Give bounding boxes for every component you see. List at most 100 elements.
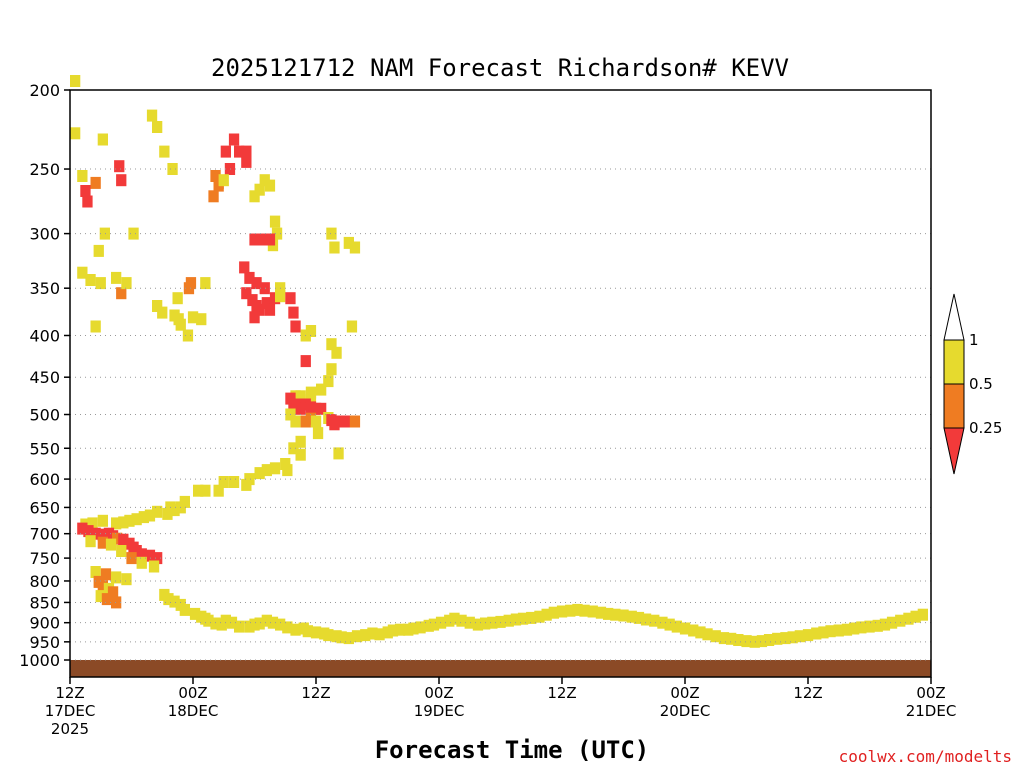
heatmap-cell — [167, 163, 178, 175]
x-tick-label: 17DEC — [45, 702, 96, 720]
heatmap-cell — [679, 622, 691, 635]
heatmap-cell — [275, 618, 286, 631]
heatmap-cell — [275, 290, 286, 303]
heatmap-cell — [264, 179, 276, 192]
heatmap-cell — [169, 595, 180, 608]
heatmap-cell — [97, 514, 108, 527]
heatmap-cell — [640, 613, 652, 626]
heatmap-cell — [218, 174, 229, 187]
heatmap-cell — [152, 505, 163, 518]
heatmap-cell — [200, 277, 211, 290]
heatmap-cell — [480, 617, 491, 630]
heatmap-cell — [403, 623, 414, 636]
heatmap-cell — [280, 458, 291, 470]
heatmap-cell — [257, 233, 268, 246]
heatmap-cell — [312, 427, 324, 440]
heatmap-cell — [290, 415, 301, 428]
heatmap-cell — [572, 603, 583, 616]
heatmap-cell — [300, 415, 311, 428]
y-tick-label: 500 — [29, 406, 60, 425]
x-tick-label: 00Z — [178, 684, 207, 702]
heatmap-cell — [310, 626, 322, 639]
heatmap-cell — [423, 619, 434, 632]
heatmap-cell — [157, 306, 168, 319]
heatmap-cell — [267, 616, 279, 629]
heatmap-cell — [710, 630, 721, 643]
heatmap-cell — [234, 620, 245, 633]
heatmap-cell — [114, 160, 125, 173]
heatmap-cell — [787, 631, 798, 644]
x-axis-label: Forecast Time (UTC) — [375, 736, 650, 764]
heatmap-cell — [346, 320, 358, 333]
heatmap-cell — [138, 511, 149, 524]
heatmap-cell — [688, 624, 699, 637]
heatmap-cell — [241, 155, 252, 168]
heatmap-cell — [702, 628, 713, 641]
heatmap-cell — [111, 271, 122, 284]
heatmap-cell — [97, 528, 108, 541]
heatmap-cell — [316, 402, 327, 415]
y-tick-label: 400 — [29, 326, 60, 345]
heatmap-cell — [290, 320, 301, 333]
heatmap-cell — [408, 622, 419, 635]
heatmap-cell — [85, 274, 96, 286]
heatmap-cell — [82, 195, 93, 208]
x-tick-label: 12Z — [55, 684, 84, 702]
y-tick-label: 950 — [29, 633, 60, 652]
heatmap-cell — [825, 625, 836, 638]
heatmap-cell — [290, 623, 301, 636]
heatmap-cell — [300, 355, 311, 368]
heatmap-cell — [254, 303, 265, 316]
y-tick-label: 800 — [29, 572, 60, 591]
heatmap-cell — [264, 233, 276, 246]
heatmap-cell — [126, 552, 137, 565]
heatmap-cell — [261, 297, 272, 310]
heatmap-cell — [100, 568, 112, 581]
heatmap-cell — [152, 121, 163, 133]
heatmap-cell — [210, 617, 221, 630]
heatmap-cell — [144, 509, 156, 522]
heatmap-cell — [254, 617, 265, 630]
heatmap-cell — [163, 593, 174, 606]
legend-label: 1 — [969, 331, 979, 349]
x-tick-label: 00Z — [916, 684, 945, 702]
heatmap-cell — [326, 363, 337, 376]
heatmap-cell — [579, 604, 590, 617]
heatmap-cell — [548, 606, 559, 619]
heatmap-cell — [77, 170, 88, 182]
heatmap-cell — [118, 516, 129, 529]
heatmap-cell — [152, 300, 163, 312]
heatmap-cell — [213, 484, 224, 497]
heatmap-cell — [87, 517, 98, 530]
x-tick-label: 21DEC — [906, 702, 957, 720]
heatmap-cell — [367, 627, 378, 640]
heatmap-cell — [302, 625, 313, 638]
y-tick-label: 1000 — [19, 651, 60, 670]
heatmap-cell — [610, 608, 621, 621]
heatmap-cell — [93, 244, 104, 257]
x-tick-label: 18DEC — [168, 702, 219, 720]
heatmap-cell — [343, 632, 354, 645]
heatmap-cell — [208, 190, 219, 203]
heatmap-cell — [182, 329, 194, 342]
heatmap-cell — [220, 614, 231, 627]
heatmap-cell — [449, 612, 460, 625]
chart-title: 2025121712 NAM Forecast Richardson# KEVV — [211, 54, 789, 82]
heatmap-cell — [387, 624, 399, 637]
heatmap-cell — [818, 626, 829, 639]
heatmap-cell — [664, 618, 675, 631]
heatmap-cell — [105, 538, 117, 551]
heatmap-cell — [193, 484, 204, 497]
heatmap-cell — [189, 607, 201, 620]
heatmap-cell — [288, 442, 299, 455]
heatmap-cell — [254, 183, 265, 196]
heatmap-cell — [487, 616, 498, 629]
heatmap-cell — [121, 573, 132, 586]
heatmap-cell — [456, 614, 467, 627]
heatmap-cell — [70, 127, 81, 140]
heatmap-cell — [603, 607, 614, 620]
heatmap-cell — [128, 227, 139, 240]
credit-text: coolwx.com/modelts — [839, 747, 1012, 766]
heatmap-cell — [323, 375, 334, 388]
